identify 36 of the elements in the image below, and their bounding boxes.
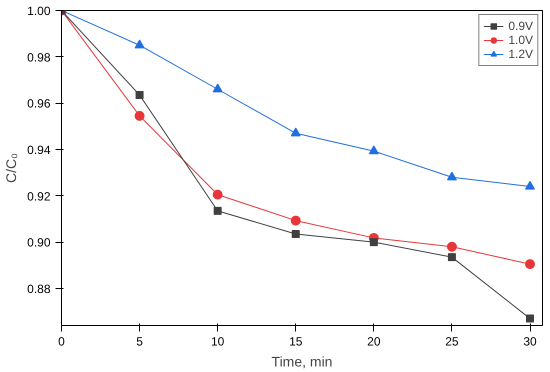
x-tick-label: 10: [210, 334, 225, 348]
legend-label: 1.0V: [508, 33, 533, 47]
point: [370, 238, 378, 246]
point: [448, 253, 456, 262]
point: [446, 242, 457, 252]
y-tick-label: 0.88: [27, 282, 51, 296]
point: [525, 180, 536, 190]
x-tick-label: 0: [58, 334, 66, 348]
point: [368, 145, 379, 154]
point: [292, 230, 300, 238]
point: [134, 40, 145, 48]
x-tick-label: 25: [445, 334, 459, 348]
point: [525, 259, 536, 270]
y-tick-label: 0.98: [27, 50, 51, 64]
y-tick-label: 1.00: [27, 4, 51, 18]
point: [526, 314, 534, 323]
legend-label: 1.2V: [508, 47, 533, 61]
x-tick-label: 20: [367, 334, 381, 348]
point: [290, 216, 301, 226]
point: [290, 128, 301, 136]
x-tick-label: 5: [136, 334, 144, 348]
y-tick-label: 0.90: [27, 236, 51, 250]
point: [134, 110, 145, 121]
x-tick-label: 15: [289, 334, 303, 348]
point: [212, 84, 223, 92]
point: [214, 206, 222, 215]
y-tick-label: 0.92: [27, 189, 51, 204]
point: [446, 172, 457, 180]
x-tick-label: 30: [523, 334, 538, 348]
point: [136, 91, 144, 100]
point: [212, 190, 223, 200]
y-tick-label: 0.94: [27, 142, 51, 157]
y-tick-label: 0.96: [27, 96, 51, 111]
y-axis-title: C/C₀: [3, 152, 20, 183]
legend-label: 0.9V: [508, 19, 533, 33]
x-axis-title: Time, min: [272, 354, 332, 370]
